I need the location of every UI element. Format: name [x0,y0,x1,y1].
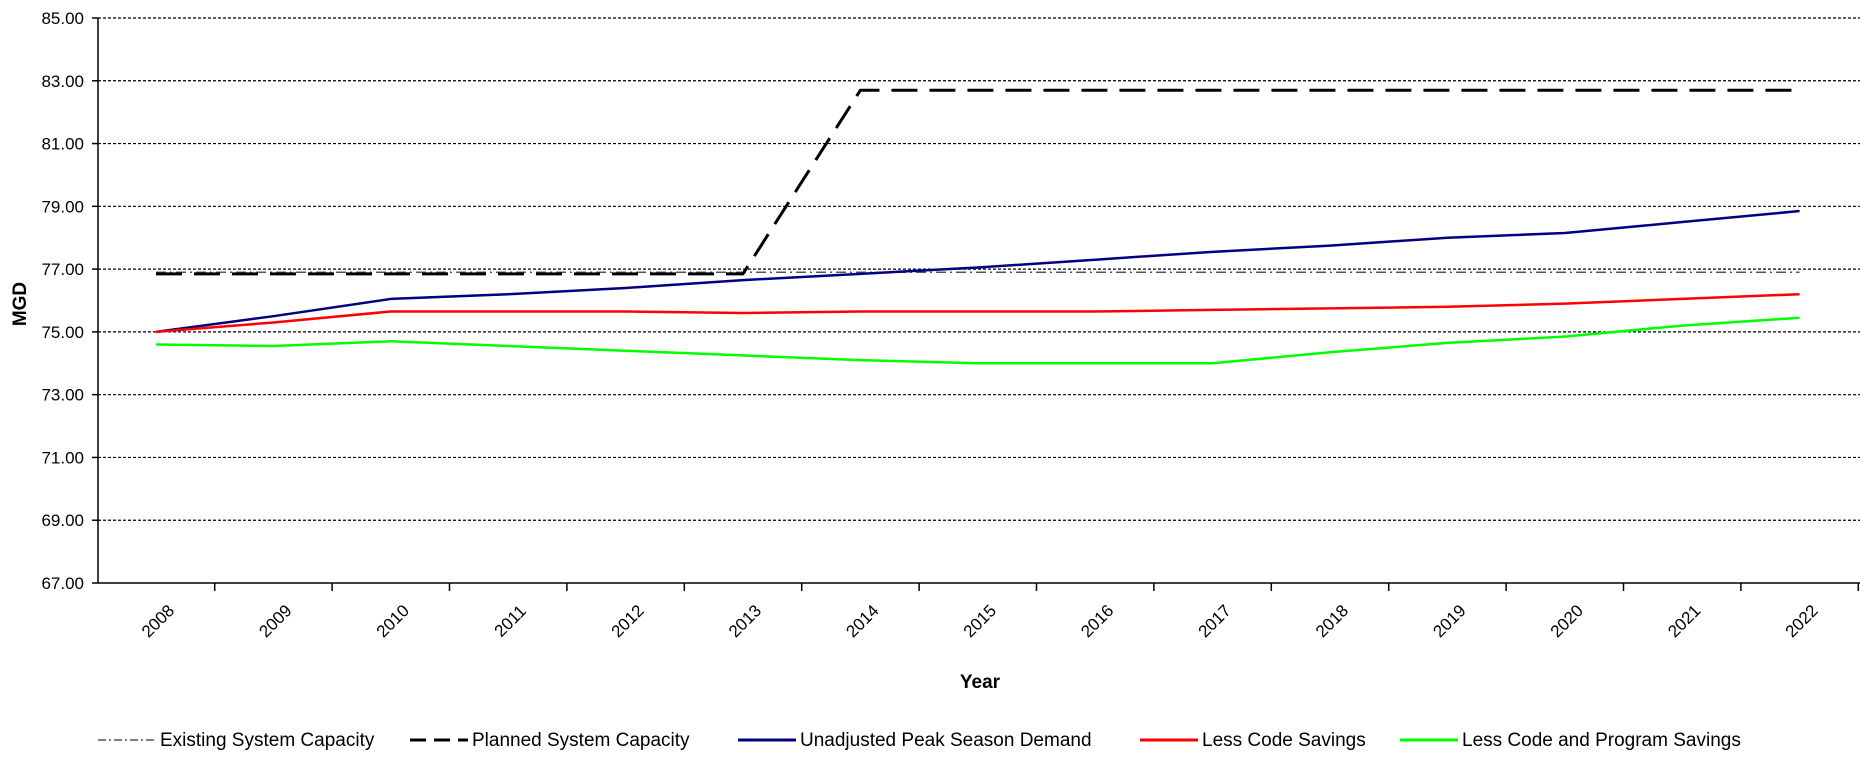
y-tick-label: 83.00 [41,72,84,91]
y-tick-label: 79.00 [41,197,84,216]
y-tick-label: 73.00 [41,386,84,405]
x-tick-label: 2014 [842,601,882,641]
y-axis-title: MGD [10,282,31,326]
axes [92,17,1860,591]
x-tick-label: 2019 [1429,601,1469,641]
legend-label: Unadjusted Peak Season Demand [800,730,1092,751]
x-tick-label: 2013 [725,601,765,641]
x-tick-label: 2009 [255,601,295,641]
series-line-less-code-savings [155,292,1800,334]
y-tick-label: 71.00 [41,448,84,467]
legend-label: Planned System Capacity [472,730,690,751]
legend-label: Less Code and Program Savings [1462,730,1741,751]
y-tick-label: 85.00 [41,9,84,28]
y-tick-label: 81.00 [41,135,84,154]
x-tick-label: 2021 [1664,601,1704,641]
legend-label: Less Code Savings [1202,730,1366,751]
x-tick-label: 2020 [1547,601,1587,641]
x-tick-label: 2018 [1312,601,1352,641]
y-tick-label: 69.00 [41,511,84,530]
x-tick-label: 2008 [138,601,178,641]
x-tick-label: 2010 [373,601,413,641]
legend: Existing System Capacity Planned System C… [98,730,1741,751]
x-tick-label: 2012 [608,601,648,641]
x-tick-label: 2022 [1782,601,1822,641]
y-tick-label: 67.00 [41,574,84,593]
series-line-less-code-and-program-savings [155,316,1800,365]
y-tick-label: 75.00 [41,323,84,342]
legend-label: Existing System Capacity [160,730,375,751]
grid-lines [98,17,1860,521]
series-lines [155,88,1800,365]
axis-labels: 67.00 69.00 71.00 73.00 75.00 77.00 79.00 81.00… [10,9,1822,693]
x-tick-label: 2016 [1077,601,1117,641]
x-tick-label: 2011 [491,601,530,640]
x-tick-label: 2015 [960,601,1000,641]
series-line-unadjusted-peak-season-demand [155,209,1800,334]
x-axis-title: Year [960,672,1001,693]
series-line-planned-system-capacity [156,88,1800,276]
x-tick-label: 2017 [1195,601,1235,641]
y-tick-label: 77.00 [41,260,84,279]
